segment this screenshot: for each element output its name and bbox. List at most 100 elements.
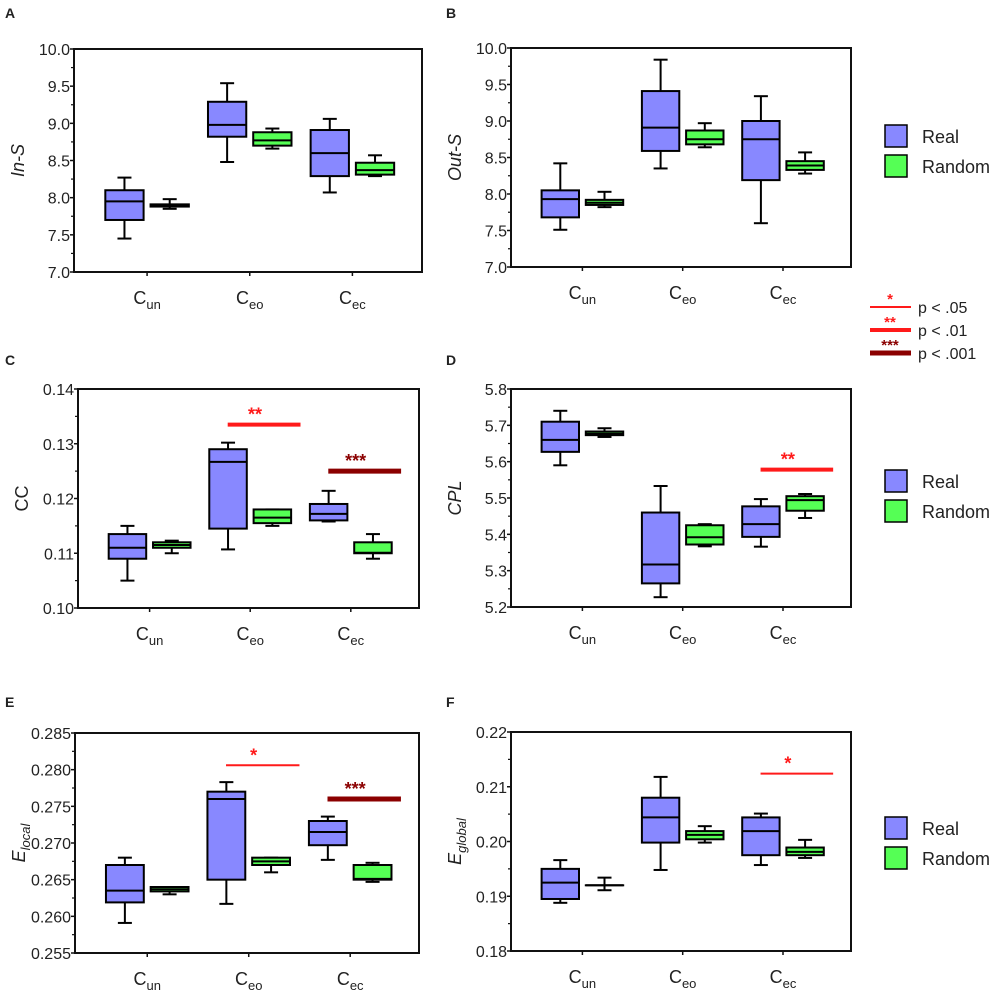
x-tick-label-main: C <box>669 283 682 303</box>
x-tick-label-main: C <box>770 283 783 303</box>
box-iqr <box>685 524 725 546</box>
x-tick-label: Ceo <box>669 623 696 647</box>
box-random <box>584 427 625 438</box>
x-tick-label: Cec <box>770 967 797 991</box>
plot-frame <box>510 47 852 268</box>
box-real <box>540 859 580 904</box>
box-iqr <box>308 502 349 522</box>
y-axis-label: CC <box>12 486 32 512</box>
x-tick-label: Ceo <box>669 283 696 307</box>
x-tick-label-main: C <box>770 623 783 643</box>
box-random <box>152 539 192 555</box>
x-tick-label-main: C <box>569 283 582 303</box>
legend-swatch-real <box>884 816 908 840</box>
y-tick-label: 0.265 <box>31 873 71 890</box>
x-tick-label-sub: eo <box>248 978 262 993</box>
legend-label-real: Real <box>922 819 959 839</box>
legend-swatch-random <box>884 499 908 523</box>
x-tick-label: Cec <box>339 288 366 312</box>
x-tick-label: Cun <box>569 283 596 307</box>
x-tick-label-sub: eo <box>682 292 696 307</box>
legend-label-random: Random <box>922 849 990 869</box>
y-tick-label: 8.5 <box>485 151 507 168</box>
y-tick-label: 0.270 <box>31 836 71 853</box>
box-real <box>741 498 781 548</box>
box-iqr <box>640 511 681 585</box>
y-tick-label: 0.21 <box>476 780 507 797</box>
x-tick-label-sub: ec <box>350 633 364 648</box>
y-tick-label: 0.11 <box>44 546 74 563</box>
box-real <box>640 485 681 599</box>
x-tick-label-main: C <box>339 288 352 308</box>
y-tick-label: 9.5 <box>48 79 70 96</box>
x-tick-label: Cun <box>134 969 161 993</box>
y-tick-label: 10.0 <box>476 41 507 58</box>
panel-letter: D <box>446 352 456 368</box>
y-tick-label: 0.260 <box>31 909 71 926</box>
x-tick-label-sub: ec <box>783 976 797 991</box>
panel-e: E 0.255 0.260 0.265 0.270 0.275 0.280 0.285 Eloc… <box>5 694 420 993</box>
significance-legend-stars: ** <box>884 314 896 331</box>
significance-legend-label: p < .001 <box>918 346 976 363</box>
y-tick-label: 0.255 <box>31 946 71 963</box>
significance-legend: * p < .05 ** p < .01 *** p < .001 <box>870 291 976 363</box>
y-tick-label: 0.19 <box>476 889 507 906</box>
x-tick-label: Ceo <box>236 288 263 312</box>
plot-frame <box>73 48 423 273</box>
box-random <box>252 127 293 150</box>
box-iqr <box>741 120 781 182</box>
x-tick-label-sub: un <box>582 976 596 991</box>
legend: Real Random <box>884 469 990 523</box>
y-tick-label: 0.18 <box>476 944 507 961</box>
x-tick-label-main: C <box>337 624 350 644</box>
legend-label-random: Random <box>922 157 990 177</box>
box-iqr <box>104 864 145 904</box>
panel-letter: C <box>5 352 15 368</box>
y-tick-label: 0.14 <box>43 382 74 399</box>
box-iqr <box>785 495 825 512</box>
y-tick-label: 0.20 <box>476 835 507 852</box>
y-tick-label: 0.280 <box>31 763 71 780</box>
plot-frame <box>74 732 420 954</box>
legend: Real Random <box>884 816 990 870</box>
box-real <box>741 812 781 867</box>
box-random <box>584 876 625 892</box>
y-axis-label-main: E <box>9 849 29 862</box>
panel-letter: E <box>5 694 14 710</box>
box-real <box>208 441 248 551</box>
x-tick-label-main: C <box>337 969 350 989</box>
significance-legend-label: p < .05 <box>918 300 967 317</box>
box-iqr <box>252 508 293 525</box>
x-tick-label-sub: eo <box>249 633 263 648</box>
y-tick-label: 5.4 <box>485 527 507 544</box>
box-real <box>640 58 681 170</box>
y-tick-label: 5.7 <box>485 418 507 435</box>
significance-stars: ** <box>781 450 795 470</box>
y-tick-label: 10.0 <box>39 42 70 59</box>
significance-stars: *** <box>345 451 366 471</box>
x-tick-label-sub: un <box>147 978 161 993</box>
y-tick-label: 9.0 <box>485 114 507 131</box>
y-tick-label: 5.8 <box>485 382 507 399</box>
y-axis-label-main: In-S <box>8 144 28 177</box>
x-tick-label: Cec <box>337 624 364 648</box>
x-tick-label-sub: un <box>582 292 596 307</box>
box-random <box>584 190 625 209</box>
box-real <box>107 524 148 582</box>
y-tick-label: 0.13 <box>43 437 74 454</box>
significance-stars: ** <box>248 405 262 425</box>
x-tick-label-main: C <box>236 288 249 308</box>
significance-stars: *** <box>345 779 366 799</box>
box-random <box>685 122 725 149</box>
legend-swatch-real <box>884 469 908 493</box>
box-random <box>353 533 393 560</box>
legend-label-random: Random <box>922 502 990 522</box>
x-tick-label: Cun <box>569 967 596 991</box>
box-iqr <box>107 533 148 560</box>
y-tick-label: 9.0 <box>48 116 70 133</box>
box-real <box>540 162 580 231</box>
x-tick-label: Cec <box>770 283 797 307</box>
x-tick-label: Cun <box>136 624 163 648</box>
x-tick-label-main: C <box>235 969 248 989</box>
